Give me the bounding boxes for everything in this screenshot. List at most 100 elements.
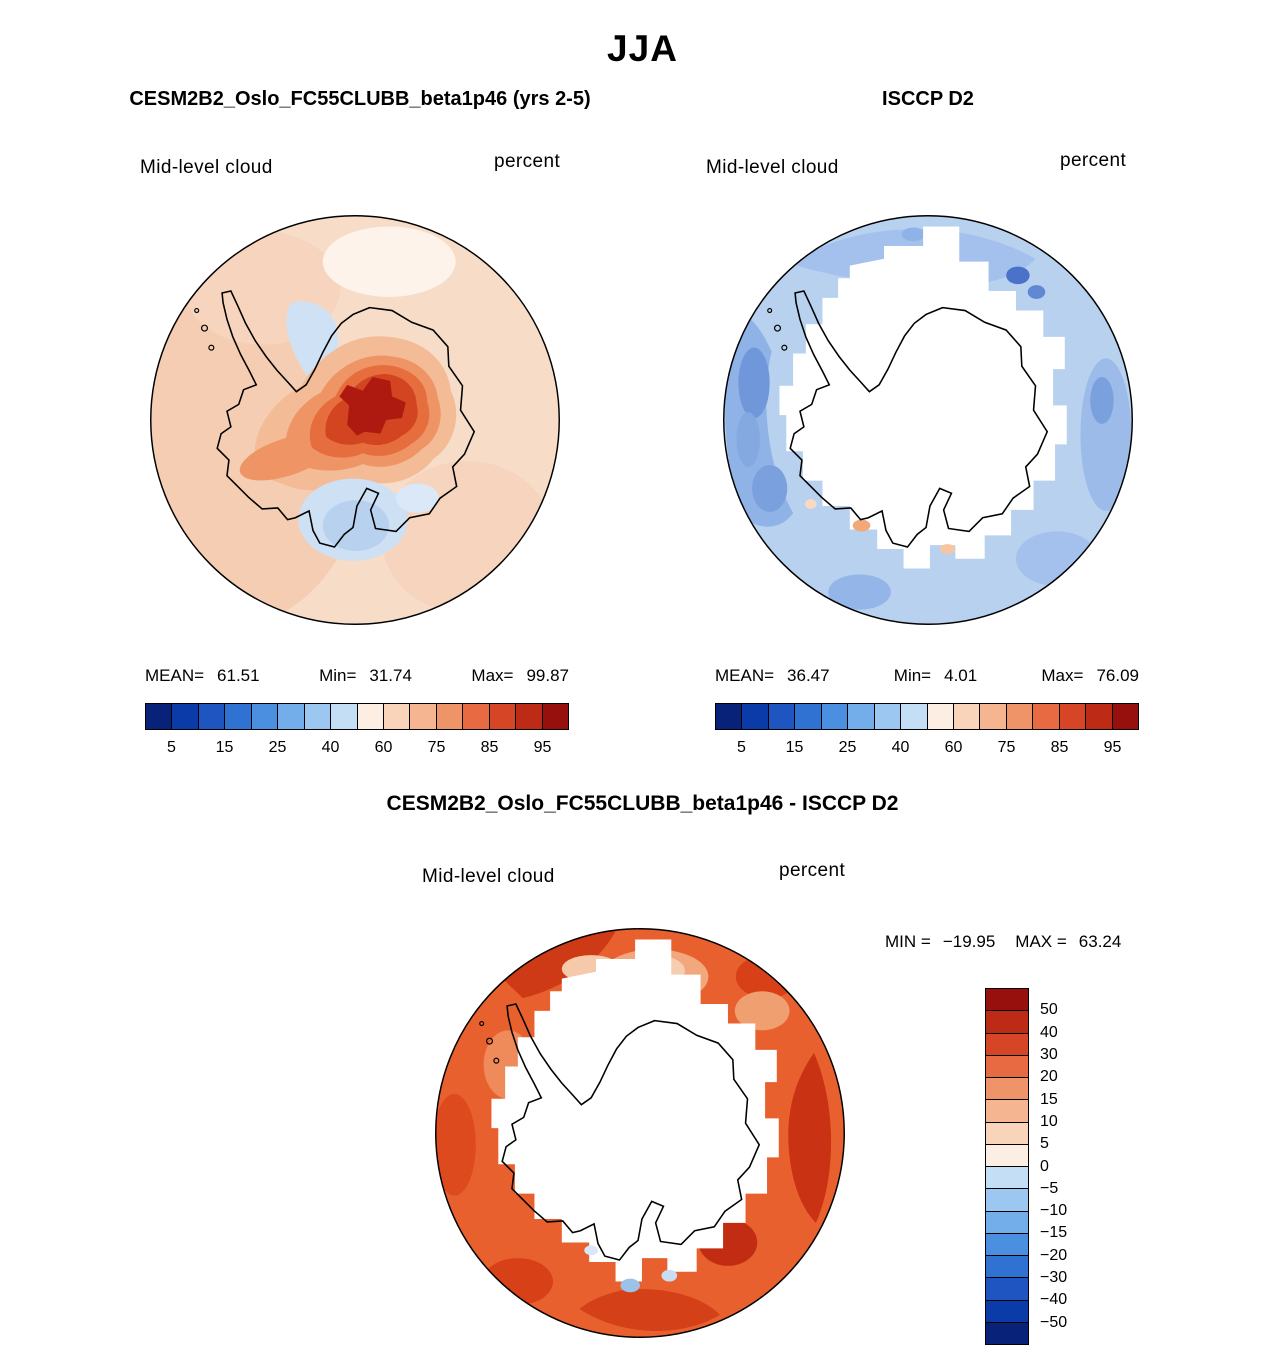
obs-mean: MEAN= 36.47 <box>715 666 830 686</box>
island-outlines <box>767 308 788 351</box>
colorbar-segment <box>767 703 796 730</box>
antarctica-coastline <box>501 1003 761 1261</box>
min-label: Min= <box>319 666 357 685</box>
colorbar-segment <box>985 1077 1029 1101</box>
diff-min-label: MIN = <box>885 932 931 951</box>
obs-stats-row: MEAN= 36.47 Min= 4.01 Max= 76.09 <box>715 666 1139 686</box>
colorbar-segment <box>794 703 822 730</box>
diff-panel-title: CESM2B2_Oslo_FC55CLUBB_beta1p46 - ISCCP … <box>386 792 899 815</box>
colorbar-segment <box>1005 703 1034 730</box>
island-outlines <box>194 308 215 351</box>
colorbar-tick-label: 95 <box>1103 739 1122 756</box>
obs-units-label: percent <box>1060 150 1127 171</box>
colorbar-tick-label: 60 <box>944 739 963 756</box>
model-max: Max= 99.87 <box>471 666 569 686</box>
missing-data-region <box>779 226 1067 569</box>
diff-minmax-row: MIN = −19.95 MAX = 63.24 <box>885 932 1121 952</box>
colorbar-segment <box>926 703 954 730</box>
colorbar-segment <box>900 703 928 730</box>
colorbar-segment <box>985 1054 1029 1078</box>
colorbar-segment <box>715 703 743 730</box>
colorbar-tick-label: −40 <box>1040 1291 1068 1309</box>
colorbar-tick-label: 5 <box>737 739 746 756</box>
colorbar-segment <box>985 1277 1029 1301</box>
max-label: Max= <box>471 666 514 685</box>
colorbar-tick-label: −50 <box>1040 1313 1068 1331</box>
max-label: Max= <box>1041 666 1084 685</box>
antarctica-coastline <box>789 290 1049 548</box>
obs-panel-title: ISCCP D2 <box>882 88 974 110</box>
max-value: 99.87 <box>526 666 569 685</box>
obs-variable-label: Mid-level cloud <box>706 157 839 178</box>
colorbar-tick-label: −30 <box>1040 1269 1068 1287</box>
colorbar-segment <box>979 703 1007 730</box>
colorbar-segment <box>435 703 464 730</box>
colorbar-segment <box>224 703 252 730</box>
obs-colorbar <box>715 703 1139 730</box>
colorbar-segment <box>1085 703 1113 730</box>
colorbar-segment <box>1032 703 1060 730</box>
obs-map <box>723 215 1133 625</box>
model-units-label: percent <box>494 151 561 172</box>
model-min: Min= 31.74 <box>319 666 412 686</box>
colorbar-tick-label: −10 <box>1040 1202 1068 1220</box>
colorbar-tick-label: 0 <box>1040 1157 1049 1175</box>
colorbar-segment <box>985 1121 1029 1145</box>
colorbar-segment <box>356 703 384 730</box>
colorbar-segment <box>985 1166 1029 1190</box>
colorbar-segment <box>952 703 981 730</box>
model-colorbar <box>145 703 569 730</box>
model-mean: MEAN= 61.51 <box>145 666 260 686</box>
colorbar-tick-label: 50 <box>1040 1001 1058 1019</box>
colorbar-segment <box>515 703 543 730</box>
mean-value: 36.47 <box>787 666 830 685</box>
colorbar-segment <box>985 1188 1029 1212</box>
mean-value: 61.51 <box>217 666 260 685</box>
colorbar-tick-label: −15 <box>1040 1224 1068 1242</box>
colorbar-segment <box>462 703 490 730</box>
colorbar-segment <box>330 703 358 730</box>
season-title: JJA <box>607 28 678 69</box>
diff-map <box>435 928 845 1338</box>
colorbar-segment <box>985 1032 1029 1056</box>
colorbar-segment <box>382 703 411 730</box>
colorbar-tick-label: 25 <box>268 739 287 756</box>
colorbar-segment <box>985 1232 1029 1256</box>
diff-units-label: percent <box>779 860 846 881</box>
colorbar-segment <box>820 703 849 730</box>
colorbar-tick-label: 5 <box>167 739 176 756</box>
antarctica-coastline <box>216 290 476 548</box>
mean-label: MEAN= <box>715 666 775 685</box>
obs-min: Min= 4.01 <box>894 666 977 686</box>
colorbar-segment <box>985 1255 1029 1279</box>
diff-colorbar <box>985 988 1029 1345</box>
colorbar-tick-label: 30 <box>1040 1045 1058 1063</box>
mean-label: MEAN= <box>145 666 205 685</box>
colorbar-tick-label: 15 <box>785 739 804 756</box>
colorbar-tick-label: 5 <box>1040 1135 1049 1153</box>
diff-colorbar-ticks: 50 40 30 20 15 10 5 0 −5 −10 −15 −20 −30 −40 −50 <box>1040 988 1090 1345</box>
colorbar-tick-label: 60 <box>374 739 393 756</box>
model-colorbar-ticks: 5 15 25 40 60 75 85 95 <box>145 739 569 759</box>
colorbar-tick-label: 40 <box>891 739 910 756</box>
colorbar-tick-label: 85 <box>1050 739 1069 756</box>
model-map <box>150 215 560 625</box>
colorbar-tick-label: 15 <box>215 739 234 756</box>
colorbar-segment <box>277 703 305 730</box>
model-variable-label: Mid-level cloud <box>140 157 273 178</box>
colorbar-segment <box>303 703 332 730</box>
colorbar-segment <box>985 1010 1029 1034</box>
min-value: 4.01 <box>944 666 978 685</box>
missing-data-region <box>491 939 779 1282</box>
colorbar-segment <box>171 703 199 730</box>
colorbar-segment <box>985 1210 1029 1234</box>
obs-max: Max= 76.09 <box>1041 666 1139 686</box>
diff-max-label: MAX = <box>1015 932 1067 951</box>
diff-variable-label: Mid-level cloud <box>422 866 555 887</box>
obs-colorbar-ticks: 5 15 25 40 60 75 85 95 <box>715 739 1139 759</box>
colorbar-tick-label: 40 <box>321 739 340 756</box>
colorbar-segment <box>409 703 437 730</box>
min-label: Min= <box>893 666 932 685</box>
colorbar-segment <box>985 1099 1029 1123</box>
